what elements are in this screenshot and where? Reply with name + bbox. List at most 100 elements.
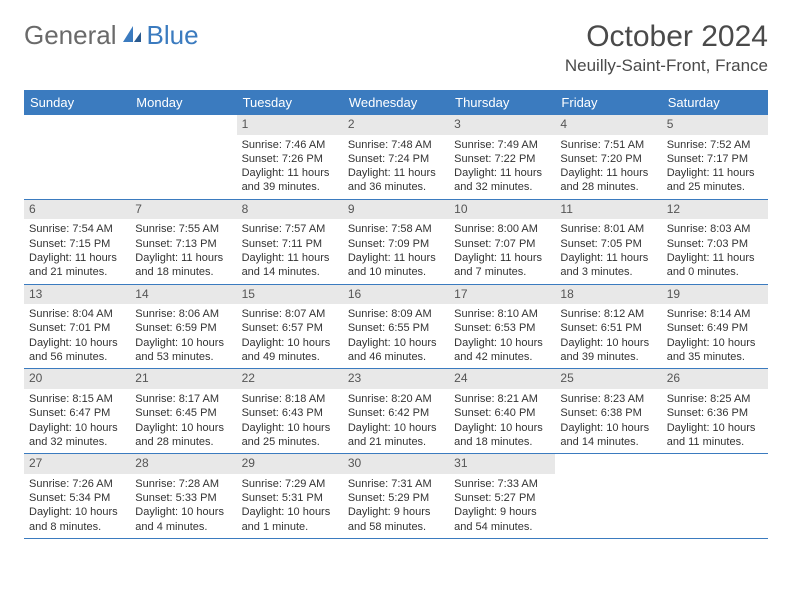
day-body: Sunrise: 8:18 AMSunset: 6:43 PMDaylight:…: [237, 389, 343, 453]
day-daylight2: and 14 minutes.: [560, 435, 656, 449]
day-sunrise: Sunrise: 7:58 AM: [348, 222, 444, 236]
day-sunset: Sunset: 7:01 PM: [29, 321, 125, 335]
day-daylight1: Daylight: 11 hours: [348, 251, 444, 265]
day-daylight1: Daylight: 10 hours: [348, 336, 444, 350]
day-sunrise: Sunrise: 7:51 AM: [560, 138, 656, 152]
day-sunset: Sunset: 6:53 PM: [454, 321, 550, 335]
day-number: 15: [237, 285, 343, 305]
day-daylight1: Daylight: 11 hours: [242, 251, 338, 265]
day-cell: 17Sunrise: 8:10 AMSunset: 6:53 PMDayligh…: [449, 285, 555, 369]
logo-text-2: Blue: [147, 20, 199, 51]
day-daylight2: and 0 minutes.: [667, 265, 763, 279]
day-sunrise: Sunrise: 8:25 AM: [667, 392, 763, 406]
day-cell: 31Sunrise: 7:33 AMSunset: 5:27 PMDayligh…: [449, 454, 555, 538]
day-body: Sunrise: 7:51 AMSunset: 7:20 PMDaylight:…: [555, 135, 661, 199]
day-number: 10: [449, 200, 555, 220]
day-sunrise: Sunrise: 7:28 AM: [135, 477, 231, 491]
day-cell: 30Sunrise: 7:31 AMSunset: 5:29 PMDayligh…: [343, 454, 449, 538]
day-cell: 2Sunrise: 7:48 AMSunset: 7:24 PMDaylight…: [343, 115, 449, 199]
day-daylight2: and 18 minutes.: [135, 265, 231, 279]
day-body: Sunrise: 7:54 AMSunset: 7:15 PMDaylight:…: [24, 219, 130, 283]
day-cell: 11Sunrise: 8:01 AMSunset: 7:05 PMDayligh…: [555, 200, 661, 284]
day-body: Sunrise: 7:49 AMSunset: 7:22 PMDaylight:…: [449, 135, 555, 199]
page-title: October 2024: [565, 20, 768, 54]
day-daylight1: Daylight: 10 hours: [135, 421, 231, 435]
day-sunrise: Sunrise: 7:29 AM: [242, 477, 338, 491]
day-sunset: Sunset: 7:05 PM: [560, 237, 656, 251]
day-sunrise: Sunrise: 7:49 AM: [454, 138, 550, 152]
location-label: Neuilly-Saint-Front, France: [565, 56, 768, 76]
day-number: 2: [343, 115, 449, 135]
day-daylight2: and 36 minutes.: [348, 180, 444, 194]
day-daylight2: and 25 minutes.: [667, 180, 763, 194]
day-daylight2: and 1 minute.: [242, 520, 338, 534]
day-daylight1: Daylight: 11 hours: [348, 166, 444, 180]
day-sunset: Sunset: 7:20 PM: [560, 152, 656, 166]
day-sunrise: Sunrise: 8:06 AM: [135, 307, 231, 321]
day-number: 31: [449, 454, 555, 474]
day-body: Sunrise: 7:33 AMSunset: 5:27 PMDaylight:…: [449, 474, 555, 538]
day-daylight2: and 42 minutes.: [454, 350, 550, 364]
day-daylight1: Daylight: 10 hours: [560, 336, 656, 350]
day-sunrise: Sunrise: 7:48 AM: [348, 138, 444, 152]
day-daylight2: and 35 minutes.: [667, 350, 763, 364]
day-daylight1: Daylight: 10 hours: [135, 505, 231, 519]
day-daylight1: Daylight: 11 hours: [242, 166, 338, 180]
day-sunset: Sunset: 6:59 PM: [135, 321, 231, 335]
day-sunrise: Sunrise: 8:01 AM: [560, 222, 656, 236]
weekday-header: SundayMondayTuesdayWednesdayThursdayFrid…: [24, 90, 768, 115]
day-daylight2: and 21 minutes.: [29, 265, 125, 279]
day-sunrise: Sunrise: 8:12 AM: [560, 307, 656, 321]
day-sunrise: Sunrise: 8:23 AM: [560, 392, 656, 406]
day-sunset: Sunset: 5:34 PM: [29, 491, 125, 505]
day-number: 29: [237, 454, 343, 474]
week-row: 13Sunrise: 8:04 AMSunset: 7:01 PMDayligh…: [24, 285, 768, 370]
day-sunrise: Sunrise: 8:07 AM: [242, 307, 338, 321]
day-sunset: Sunset: 7:22 PM: [454, 152, 550, 166]
day-daylight1: Daylight: 10 hours: [242, 421, 338, 435]
day-daylight2: and 32 minutes.: [29, 435, 125, 449]
day-number: 6: [24, 200, 130, 220]
day-cell: 25Sunrise: 8:23 AMSunset: 6:38 PMDayligh…: [555, 369, 661, 453]
day-sunset: Sunset: 7:15 PM: [29, 237, 125, 251]
day-number: 16: [343, 285, 449, 305]
week-row: 20Sunrise: 8:15 AMSunset: 6:47 PMDayligh…: [24, 369, 768, 454]
day-sunset: Sunset: 7:13 PM: [135, 237, 231, 251]
day-body: Sunrise: 7:31 AMSunset: 5:29 PMDaylight:…: [343, 474, 449, 538]
day-body: Sunrise: 7:46 AMSunset: 7:26 PMDaylight:…: [237, 135, 343, 199]
day-cell: 23Sunrise: 8:20 AMSunset: 6:42 PMDayligh…: [343, 369, 449, 453]
day-number: 14: [130, 285, 236, 305]
day-daylight2: and 28 minutes.: [135, 435, 231, 449]
day-sunset: Sunset: 6:40 PM: [454, 406, 550, 420]
day-cell: 12Sunrise: 8:03 AMSunset: 7:03 PMDayligh…: [662, 200, 768, 284]
day-daylight2: and 8 minutes.: [29, 520, 125, 534]
day-number: 21: [130, 369, 236, 389]
week-row: 27Sunrise: 7:26 AMSunset: 5:34 PMDayligh…: [24, 454, 768, 539]
day-number: 28: [130, 454, 236, 474]
day-number: 22: [237, 369, 343, 389]
day-sunrise: Sunrise: 8:18 AM: [242, 392, 338, 406]
day-cell: 29Sunrise: 7:29 AMSunset: 5:31 PMDayligh…: [237, 454, 343, 538]
day-cell: 13Sunrise: 8:04 AMSunset: 7:01 PMDayligh…: [24, 285, 130, 369]
day-daylight1: Daylight: 10 hours: [667, 336, 763, 350]
day-cell: 24Sunrise: 8:21 AMSunset: 6:40 PMDayligh…: [449, 369, 555, 453]
day-daylight1: Daylight: 10 hours: [667, 421, 763, 435]
weeks-container: 1Sunrise: 7:46 AMSunset: 7:26 PMDaylight…: [24, 115, 768, 539]
day-daylight2: and 54 minutes.: [454, 520, 550, 534]
day-sunrise: Sunrise: 8:20 AM: [348, 392, 444, 406]
day-number: 20: [24, 369, 130, 389]
day-number: 12: [662, 200, 768, 220]
day-number: 13: [24, 285, 130, 305]
day-daylight2: and 10 minutes.: [348, 265, 444, 279]
day-daylight1: Daylight: 11 hours: [667, 166, 763, 180]
day-number: 27: [24, 454, 130, 474]
day-body: Sunrise: 8:04 AMSunset: 7:01 PMDaylight:…: [24, 304, 130, 368]
day-daylight1: Daylight: 10 hours: [242, 505, 338, 519]
day-daylight2: and 18 minutes.: [454, 435, 550, 449]
day-daylight2: and 21 minutes.: [348, 435, 444, 449]
day-cell: 8Sunrise: 7:57 AMSunset: 7:11 PMDaylight…: [237, 200, 343, 284]
day-sunrise: Sunrise: 8:04 AM: [29, 307, 125, 321]
day-daylight1: Daylight: 11 hours: [454, 251, 550, 265]
day-cell: 14Sunrise: 8:06 AMSunset: 6:59 PMDayligh…: [130, 285, 236, 369]
day-number: 23: [343, 369, 449, 389]
